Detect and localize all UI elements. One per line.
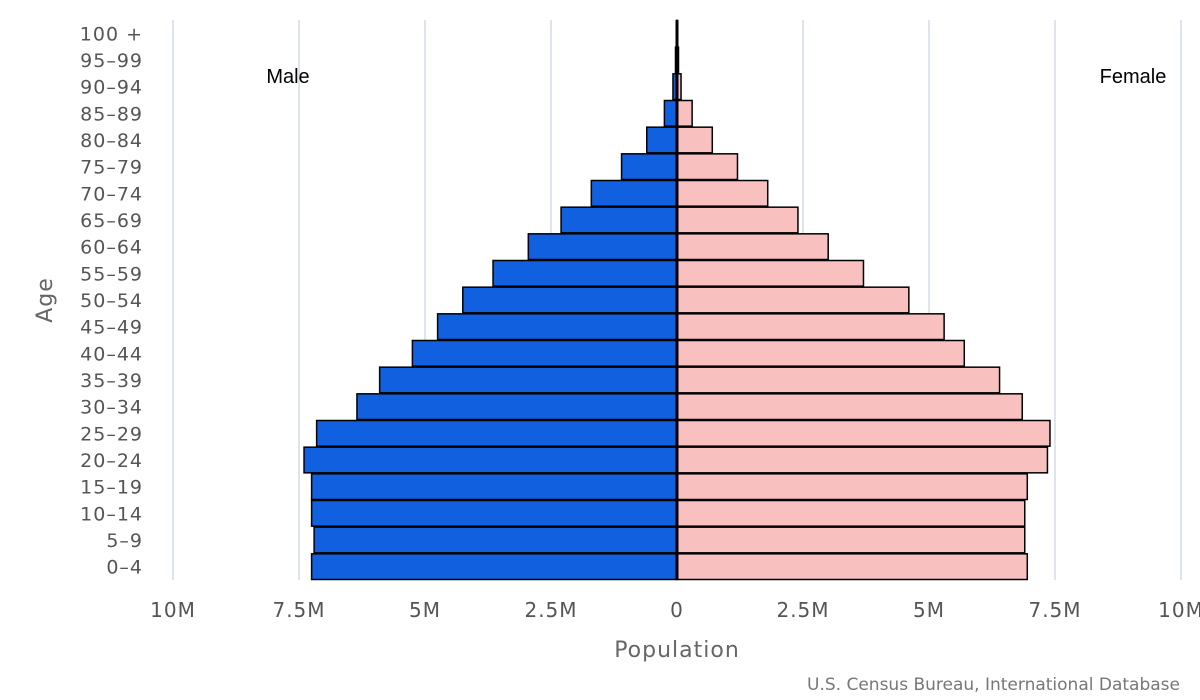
- bar-male-50-54[interactable]: [462, 286, 678, 314]
- bar-female-65-69[interactable]: [676, 206, 799, 234]
- bar-male-80-84[interactable]: [646, 126, 678, 154]
- y-tick-label: 50–54: [80, 290, 143, 312]
- bar-male-25-29[interactable]: [315, 419, 678, 447]
- source-credit: U.S. Census Bureau, International Databa…: [807, 675, 1180, 695]
- y-tick-label: 65–69: [80, 210, 143, 232]
- y-tick-label: 20–24: [80, 450, 143, 472]
- x-tick-label: 10M: [150, 598, 196, 622]
- bar-male-60-64[interactable]: [527, 233, 678, 261]
- y-axis-title: Age: [33, 277, 58, 323]
- bar-female-80-84[interactable]: [676, 126, 714, 154]
- female-label: Female: [1100, 66, 1167, 88]
- bar-female-70-74[interactable]: [676, 179, 769, 207]
- y-tick-label: 25–29: [80, 423, 143, 445]
- x-tick-label: 2.5M: [524, 598, 577, 622]
- bar-male-65-69[interactable]: [560, 206, 678, 234]
- y-tick-label: 60–64: [80, 237, 143, 259]
- x-tick-label: 5M: [913, 598, 945, 622]
- x-tick-label: 2.5M: [776, 598, 829, 622]
- bar-male-5-9[interactable]: [313, 526, 678, 554]
- bar-male-20-24[interactable]: [303, 446, 678, 474]
- bar-male-10-14[interactable]: [310, 499, 678, 527]
- bar-male-35-39[interactable]: [378, 366, 678, 394]
- bar-male-70-74[interactable]: [590, 179, 678, 207]
- bar-male-40-44[interactable]: [411, 339, 678, 367]
- y-tick-label: 0–4: [106, 557, 143, 579]
- x-axis-title: Population: [614, 638, 740, 663]
- y-tick-label: 45–49: [80, 317, 143, 339]
- y-tick-label: 35–39: [80, 370, 143, 392]
- y-tick-label: 80–84: [80, 130, 143, 152]
- bar-female-10-14[interactable]: [676, 499, 1026, 527]
- x-axis-ticks: 10M 7.5M 5M 2.5M 0 2.5M 5M 7.5M 10M: [150, 598, 1200, 622]
- y-tick-label: 10–14: [80, 503, 143, 525]
- bar-female-30-34[interactable]: [676, 393, 1023, 421]
- bar-male-30-34[interactable]: [356, 393, 678, 421]
- y-tick-label: 30–34: [80, 397, 143, 419]
- bar-female-45-49[interactable]: [676, 313, 945, 341]
- x-tick-label: 5M: [409, 598, 441, 622]
- y-tick-label: 5–9: [106, 530, 143, 552]
- y-tick-label: 85–89: [80, 103, 143, 125]
- bar-male-75-79[interactable]: [620, 153, 678, 181]
- bar-male-45-49[interactable]: [436, 313, 678, 341]
- x-tick-label: 10M: [1158, 598, 1200, 622]
- bar-male-55-59[interactable]: [492, 259, 678, 287]
- y-tick-label: 95–99: [80, 50, 143, 72]
- bar-male-15-19[interactable]: [310, 473, 678, 501]
- bar-female-85-89[interactable]: [676, 99, 693, 127]
- y-tick-label: 40–44: [80, 343, 143, 365]
- bar-female-50-54[interactable]: [676, 286, 910, 314]
- x-tick-label: 7.5M: [1028, 598, 1081, 622]
- x-tick-label: 7.5M: [272, 598, 325, 622]
- bar-female-15-19[interactable]: [676, 473, 1029, 501]
- bar-female-35-39[interactable]: [676, 366, 1001, 394]
- y-tick-label: 15–19: [80, 477, 143, 499]
- bar-male-0-4[interactable]: [310, 553, 678, 581]
- bar-female-0-4[interactable]: [676, 553, 1029, 581]
- y-axis-ticks: 0–4 5–9 10–14 15–19 20–24 25–29 30–34 35–39 40–4…: [80, 23, 143, 579]
- bar-female-60-64[interactable]: [676, 233, 829, 261]
- y-tick-label: 100 +: [80, 23, 143, 45]
- x-tick-label: 0: [670, 598, 684, 622]
- bar-female-75-79[interactable]: [676, 153, 739, 181]
- y-tick-label: 70–74: [80, 183, 143, 205]
- bar-female-55-59[interactable]: [676, 259, 865, 287]
- bar-female-20-24[interactable]: [676, 446, 1049, 474]
- y-tick-label: 55–59: [80, 263, 143, 285]
- y-tick-label: 90–94: [80, 77, 143, 99]
- bar-female-40-44[interactable]: [676, 339, 966, 367]
- bar-male-85-89[interactable]: [663, 99, 678, 127]
- male-label: Male: [266, 66, 309, 88]
- y-tick-label: 75–79: [80, 157, 143, 179]
- bars: [303, 19, 1051, 581]
- bar-female-5-9[interactable]: [676, 526, 1026, 554]
- bar-female-25-29[interactable]: [676, 419, 1051, 447]
